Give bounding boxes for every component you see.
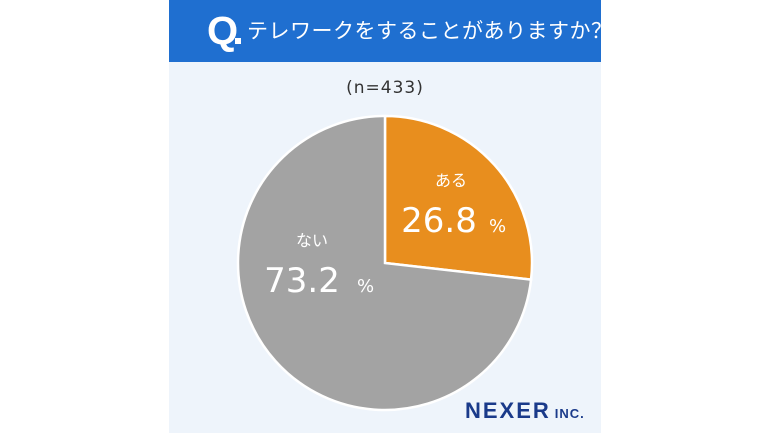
sample-size-label: (n=433): [346, 78, 424, 98]
question-text: テレワークをすることがありますか？: [247, 19, 613, 43]
survey-card: Q テレワークをすることがありますか？ (n=433) ある 26.8% ない 73.…: [169, 0, 612, 433]
pie-slice-yes: [383, 114, 534, 281]
pie-slice-no: [236, 114, 533, 412]
brand-suffix: INC.: [554, 406, 585, 421]
slice-label-yes: ある: [435, 171, 467, 190]
pie-chart: ある 26.8 % ない 73.2%: [236, 114, 534, 412]
question-header: Q テレワークをすることがありますか？: [169, 0, 612, 62]
brand-logo: NEXER INC.: [465, 398, 585, 424]
brand-name: NEXER: [465, 398, 551, 423]
slice-label-no: ない: [296, 231, 328, 250]
slice-unit-yes: %: [489, 216, 506, 237]
slice-value-no: 73.2: [264, 261, 340, 301]
question-mark-dot: [235, 38, 241, 44]
question-mark-q: Q: [207, 9, 239, 53]
slice-value-yes: 26.8: [401, 201, 477, 241]
slice-unit-no: %: [357, 276, 374, 297]
